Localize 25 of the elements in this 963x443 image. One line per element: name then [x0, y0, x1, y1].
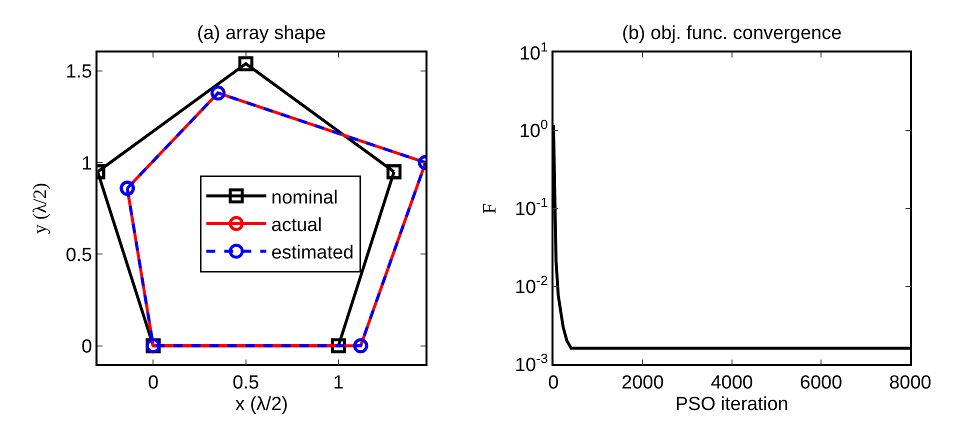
- x-tick-label: 2000: [622, 372, 664, 394]
- chart-title: (b) obj. func. convergence: [622, 23, 842, 44]
- legend-label: actual: [271, 214, 322, 236]
- x-tick-label: 4000: [710, 372, 753, 394]
- y-axis-title: F: [479, 203, 500, 214]
- x-tick-label: 0.5: [232, 372, 260, 394]
- legend-label: estimated: [271, 242, 354, 264]
- y-tick-label: 10$^{-1}$: [514, 195, 548, 220]
- y-tick-label: 0.5: [66, 244, 92, 266]
- y-tick-label: 10$^{-2}$: [514, 272, 548, 298]
- y-axis-title: y (λ/2): [30, 182, 52, 234]
- y-tick-label: 10$^{-3}$: [514, 350, 548, 376]
- x-axis-title: PSO iteration: [675, 394, 788, 415]
- y-tick-label: 10$^{1}$: [519, 39, 548, 64]
- y-tick-label: 0: [82, 336, 92, 358]
- x-axis-title: x (λ/2): [235, 394, 288, 415]
- y-tick-label: 1: [82, 153, 92, 174]
- x-tick-label: 8000: [889, 372, 932, 394]
- y-tick-label: 1.5: [66, 62, 92, 83]
- x-tick-label: 1: [333, 372, 344, 394]
- x-tick-label: 6000: [800, 372, 842, 394]
- legend-label: nominal: [271, 187, 338, 208]
- y-tick-label: 10$^{0}$: [519, 117, 548, 142]
- chart-title: (a) array shape: [197, 23, 326, 44]
- x-tick-label: 0: [148, 372, 159, 394]
